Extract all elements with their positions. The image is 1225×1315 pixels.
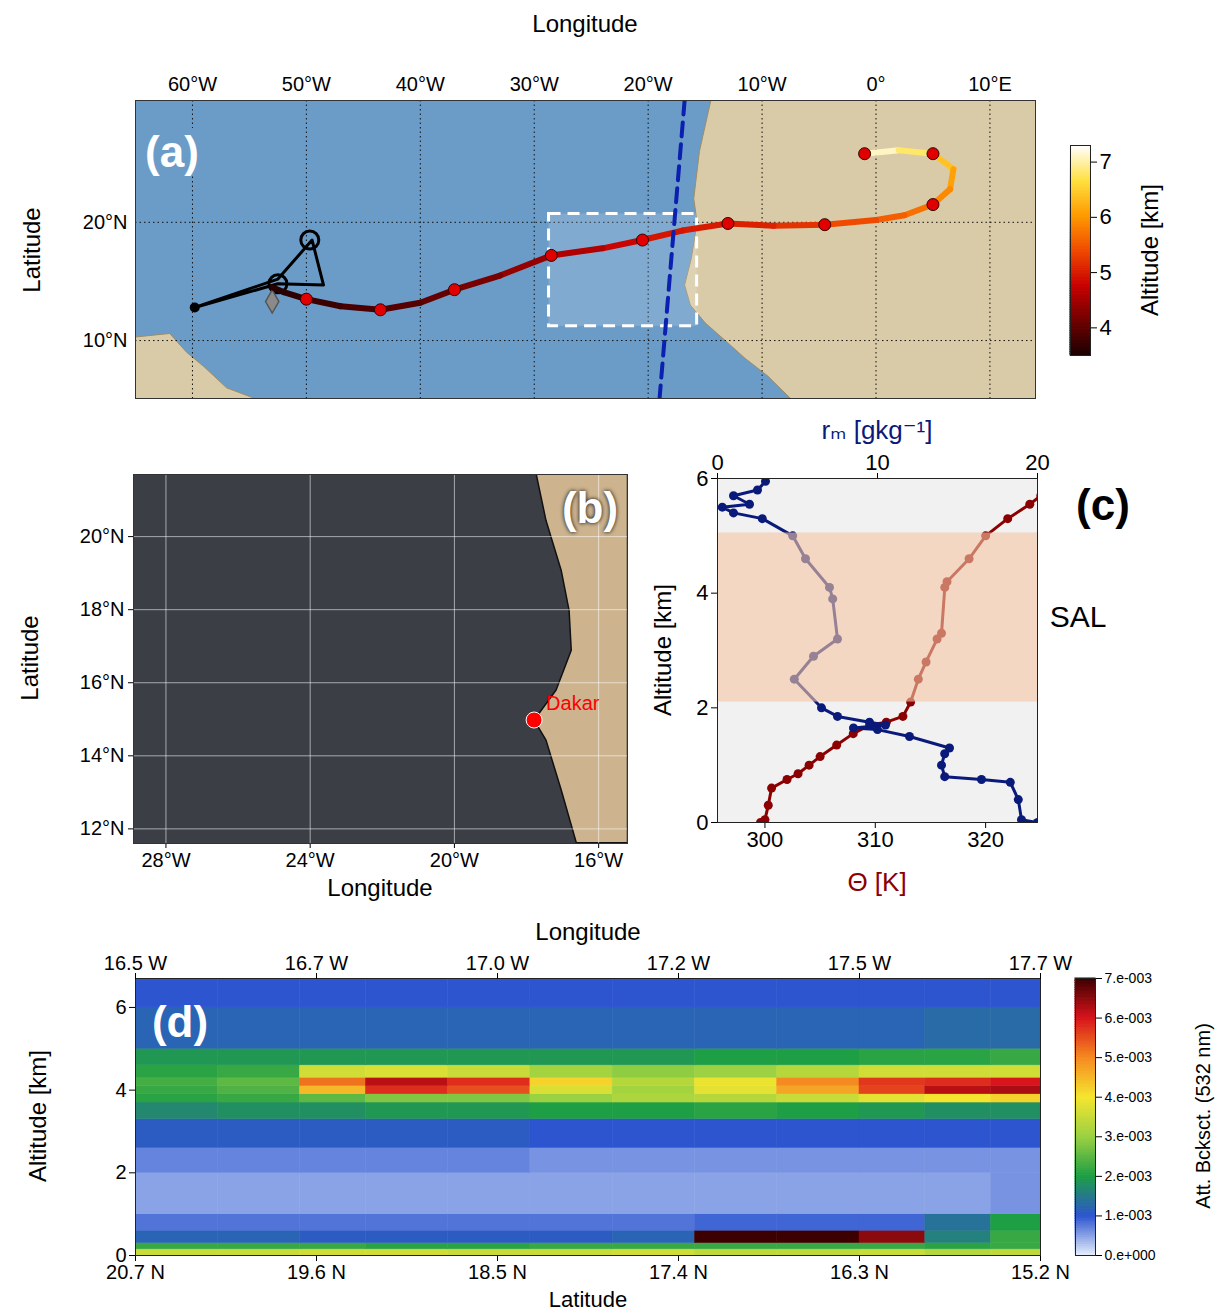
svg-text:20.7 N: 20.7 N bbox=[106, 1261, 165, 1283]
svg-text:2: 2 bbox=[696, 695, 708, 720]
svg-text:17.5 W: 17.5 W bbox=[828, 952, 891, 974]
svg-text:6: 6 bbox=[1100, 204, 1112, 229]
html-text:Altitude [km]: Altitude [km] bbox=[24, 1050, 51, 1182]
html-text:SAL: SAL bbox=[1049, 600, 1107, 633]
svg-text:12°N: 12°N bbox=[80, 817, 125, 839]
svg-text:18°N: 18°N bbox=[80, 598, 125, 620]
svg-text:6: 6 bbox=[115, 996, 126, 1018]
svg-text:310: 310 bbox=[857, 827, 894, 852]
html-text:Latitude: Latitude bbox=[18, 207, 45, 293]
svg-text:0: 0 bbox=[696, 810, 708, 835]
html-text:(d): (d) bbox=[151, 997, 209, 1046]
html-text:Longitude: Longitude bbox=[327, 874, 433, 901]
svg-text:10°W: 10°W bbox=[738, 73, 787, 95]
svg-text:20°W: 20°W bbox=[624, 73, 673, 95]
svg-text:320: 320 bbox=[967, 827, 1004, 852]
svg-text:20°N: 20°N bbox=[80, 525, 125, 547]
html-text:Latitude: Latitude bbox=[548, 1287, 628, 1312]
svg-text:16.7 W: 16.7 W bbox=[285, 952, 348, 974]
svg-text:20°W: 20°W bbox=[430, 849, 479, 871]
svg-text:0°: 0° bbox=[866, 73, 885, 95]
svg-text:17.4 N: 17.4 N bbox=[649, 1261, 708, 1283]
svg-text:24°W: 24°W bbox=[286, 849, 335, 871]
svg-text:10°N: 10°N bbox=[83, 329, 128, 351]
html-text:(c): (c) bbox=[1076, 480, 1130, 529]
svg-text:10: 10 bbox=[865, 450, 889, 475]
svg-text:6.e-003: 6.e-003 bbox=[1105, 1010, 1153, 1026]
svg-text:5.e-003: 5.e-003 bbox=[1105, 1049, 1153, 1065]
svg-text:2.e-003: 2.e-003 bbox=[1105, 1168, 1153, 1184]
svg-text:18.5 N: 18.5 N bbox=[468, 1261, 527, 1283]
svg-text:5: 5 bbox=[1100, 260, 1112, 285]
svg-text:0.e+000: 0.e+000 bbox=[1105, 1247, 1156, 1263]
html-text:Longitude: Longitude bbox=[532, 10, 638, 37]
svg-text:40°W: 40°W bbox=[396, 73, 445, 95]
svg-text:17.0 W: 17.0 W bbox=[466, 952, 529, 974]
svg-text:0: 0 bbox=[115, 1243, 127, 1266]
html-text:(b): (b) bbox=[561, 483, 619, 532]
svg-text:14°N: 14°N bbox=[80, 744, 125, 766]
svg-text:17.2 W: 17.2 W bbox=[647, 952, 710, 974]
svg-text:0: 0 bbox=[711, 450, 723, 475]
html-text:Θ [K]: Θ [K] bbox=[847, 867, 907, 897]
svg-text:50°W: 50°W bbox=[282, 73, 331, 95]
svg-text:16.5 W: 16.5 W bbox=[104, 952, 167, 974]
svg-text:1.e-003: 1.e-003 bbox=[1105, 1207, 1153, 1223]
svg-text:20: 20 bbox=[1025, 450, 1049, 475]
svg-text:16.3 N: 16.3 N bbox=[830, 1261, 889, 1283]
svg-text:15.2 N: 15.2 N bbox=[1011, 1261, 1070, 1283]
html-text:Att. Bcksct. (532 nm): Att. Bcksct. (532 nm) bbox=[1192, 1023, 1214, 1209]
svg-text:4: 4 bbox=[1100, 315, 1112, 340]
svg-text:10°E: 10°E bbox=[968, 73, 1012, 95]
svg-text:300: 300 bbox=[747, 827, 784, 852]
svg-text:4: 4 bbox=[696, 580, 708, 605]
svg-text:19.6 N: 19.6 N bbox=[287, 1261, 346, 1283]
svg-text:7.e-003: 7.e-003 bbox=[1105, 970, 1153, 986]
svg-text:60°W: 60°W bbox=[168, 73, 217, 95]
svg-text:4: 4 bbox=[115, 1079, 126, 1101]
svg-text:16°N: 16°N bbox=[80, 671, 125, 693]
svg-text:4.e-003: 4.e-003 bbox=[1105, 1089, 1153, 1105]
svg-text:20°N: 20°N bbox=[83, 211, 128, 233]
html-text:rₘ [gkg⁻¹]: rₘ [gkg⁻¹] bbox=[821, 415, 933, 445]
svg-text:17.7 W: 17.7 W bbox=[1009, 952, 1072, 974]
svg-text:3.e-003: 3.e-003 bbox=[1105, 1128, 1153, 1144]
svg-text:30°W: 30°W bbox=[510, 73, 559, 95]
svg-text:16°W: 16°W bbox=[574, 849, 623, 871]
html-text:(a): (a) bbox=[145, 127, 199, 176]
html-text:Altitude [km]: Altitude [km] bbox=[1136, 184, 1163, 316]
html-text:Latitude: Latitude bbox=[16, 615, 43, 701]
svg-text:28°W: 28°W bbox=[141, 849, 190, 871]
svg-text:2: 2 bbox=[115, 1161, 126, 1183]
html-text:Altitude [km]: Altitude [km] bbox=[649, 584, 676, 716]
svg-text:7: 7 bbox=[1100, 149, 1112, 174]
html-text:Longitude: Longitude bbox=[535, 918, 641, 945]
svg-text:Dakar: Dakar bbox=[546, 692, 600, 714]
svg-text:6: 6 bbox=[696, 466, 708, 491]
